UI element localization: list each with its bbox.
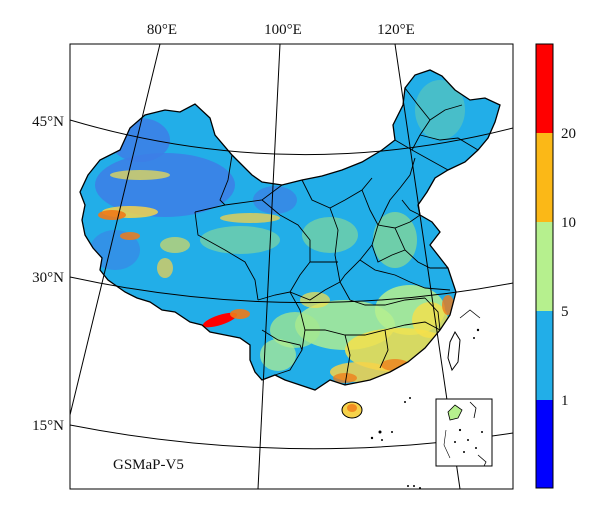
colorbar-segment-2 bbox=[536, 222, 553, 311]
meridian-80e bbox=[70, 44, 161, 416]
province-borders bbox=[194, 87, 479, 386]
product-label: GSMaP-V5 bbox=[113, 457, 184, 473]
south-china-sea-inset bbox=[435, 398, 493, 467]
islands bbox=[370, 328, 480, 489]
longitude-label-100e: 100°E bbox=[264, 22, 302, 38]
colorbar-tick-1: 1 bbox=[561, 393, 569, 409]
colorbar: 1 5 10 20 bbox=[535, 43, 576, 489]
colorbar-segment-1 bbox=[536, 311, 553, 400]
parallel-45n bbox=[70, 119, 513, 156]
colorbar-tick-20: 20 bbox=[561, 126, 576, 142]
taiwan-island bbox=[447, 330, 461, 372]
colorbar-segment-3 bbox=[536, 133, 553, 222]
colorbar-tick-5: 5 bbox=[561, 304, 569, 320]
precipitation-field bbox=[79, 69, 501, 391]
colorbar-segment-0 bbox=[536, 400, 553, 488]
latitude-label-30n: 30°N bbox=[32, 270, 64, 286]
colorbar-segment-4 bbox=[536, 44, 553, 133]
meridian-100e bbox=[257, 44, 281, 489]
latitude-label-45n: 45°N bbox=[32, 114, 64, 130]
parallel-30n bbox=[70, 276, 513, 304]
latitude-label-15n: 15°N bbox=[32, 418, 64, 434]
colorbar-tick-10: 10 bbox=[561, 215, 576, 231]
longitude-label-120e: 120°E bbox=[377, 22, 415, 38]
longitude-label-80e: 80°E bbox=[147, 22, 177, 38]
